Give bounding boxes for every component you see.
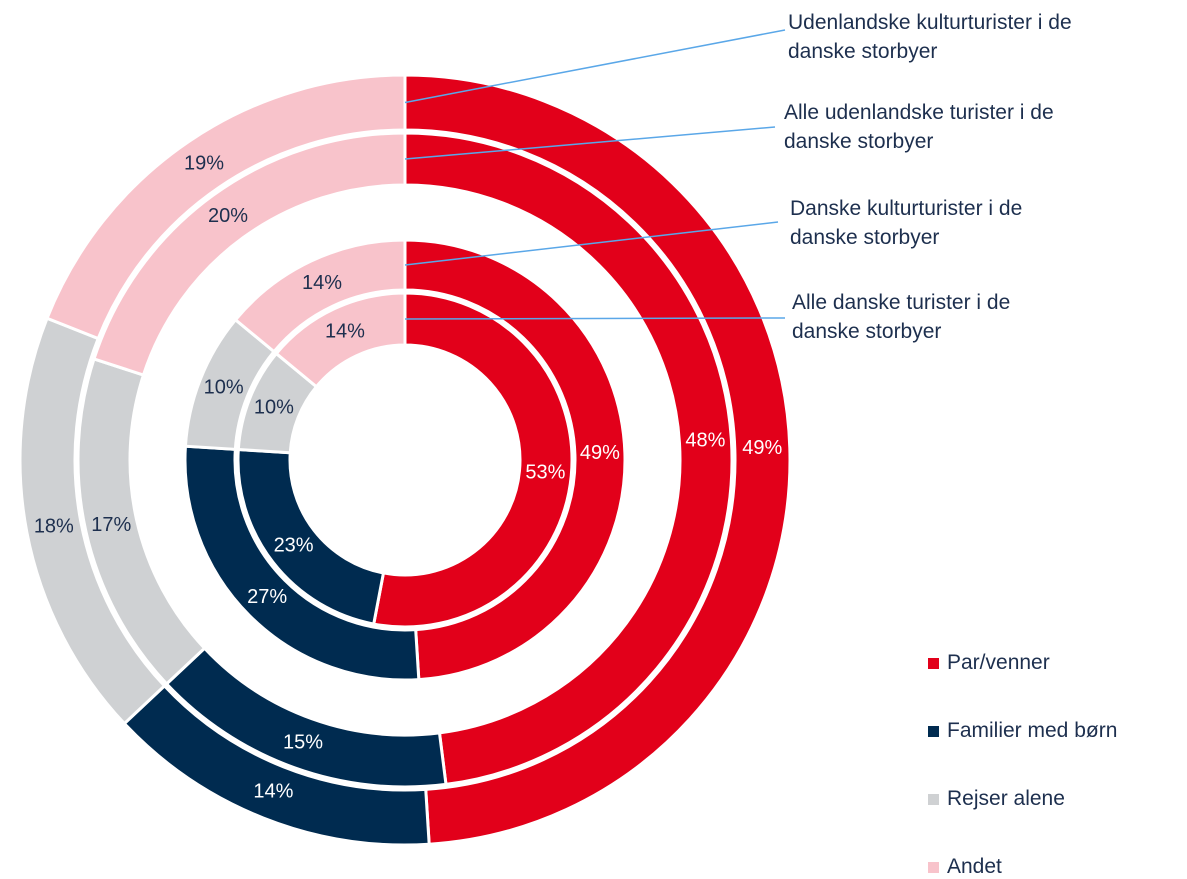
data-label: 48% <box>685 429 725 451</box>
data-label: 10% <box>254 396 294 418</box>
donut-slice <box>92 131 407 377</box>
donut-slice <box>45 73 407 341</box>
legend-swatch <box>928 793 939 805</box>
legend-label: Rejser alene <box>947 787 1065 810</box>
legend-item: Rejser alene <box>928 787 1065 811</box>
legend-item: Andet <box>928 855 1002 879</box>
connector-line <box>404 221 779 266</box>
ring-label: Udenlandske kulturturister i de danske s… <box>788 11 1072 63</box>
donut-slice <box>233 238 407 354</box>
data-label: 23% <box>274 535 314 557</box>
ring-label: Alle danske turister i de danske storbye… <box>792 291 1011 343</box>
legend-item: Familier med børn <box>928 719 1117 743</box>
data-label: 14% <box>302 272 342 294</box>
ring-label: Alle udenlandske turister i de danske st… <box>784 101 1054 153</box>
data-label: 49% <box>580 442 620 464</box>
connector-line <box>404 29 786 104</box>
legend-swatch <box>928 725 939 737</box>
donut-slice <box>403 131 734 787</box>
legend-label: Par/venner <box>947 651 1050 674</box>
data-label: 20% <box>208 205 248 227</box>
data-label: 14% <box>325 321 365 343</box>
data-label: 53% <box>525 462 565 484</box>
donut-slice <box>403 73 792 846</box>
data-label: 14% <box>253 781 293 803</box>
legend-swatch <box>928 657 939 669</box>
data-label: 49% <box>742 437 782 459</box>
donut-slice <box>371 291 574 629</box>
legend-item: Par/venner <box>928 651 1050 675</box>
data-label: 19% <box>184 153 224 175</box>
connector-line <box>404 317 786 320</box>
legend-label: Familier med børn <box>947 719 1118 742</box>
donut-slice <box>274 291 407 389</box>
data-label: 15% <box>283 731 323 753</box>
data-label: 18% <box>34 515 74 537</box>
donut-slice <box>403 238 627 682</box>
legend-label: Andet <box>947 855 1002 878</box>
data-label: 27% <box>247 586 287 608</box>
data-label: 17% <box>91 514 131 536</box>
legend-swatch <box>928 861 939 873</box>
ring-label: Danske kulturturister i de danske storby… <box>790 197 1023 249</box>
data-label: 10% <box>204 376 244 398</box>
connector-line <box>404 126 776 160</box>
